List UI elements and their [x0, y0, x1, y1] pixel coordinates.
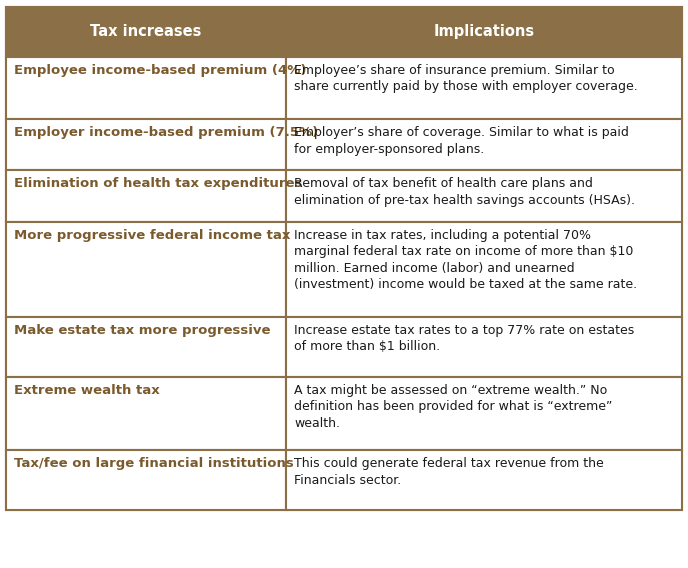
Polygon shape [6, 377, 286, 450]
Text: Employee income-based premium (4%): Employee income-based premium (4%) [14, 64, 306, 77]
Text: Employee’s share of insurance premium. Similar to
share currently paid by those : Employee’s share of insurance premium. S… [294, 64, 638, 93]
Polygon shape [6, 222, 286, 317]
Polygon shape [6, 119, 286, 170]
Polygon shape [6, 7, 682, 510]
Polygon shape [286, 317, 682, 377]
Polygon shape [286, 170, 682, 222]
Polygon shape [286, 119, 682, 170]
Text: Employer’s share of coverage. Similar to what is paid
for employer-sponsored pla: Employer’s share of coverage. Similar to… [294, 126, 630, 156]
Text: A tax might be assessed on “extreme wealth.” No
definition has been provided for: A tax might be assessed on “extreme weal… [294, 383, 613, 429]
Polygon shape [6, 317, 286, 377]
Polygon shape [6, 7, 286, 57]
Text: Tax/fee on large financial institutions: Tax/fee on large financial institutions [14, 457, 293, 470]
Text: This could generate federal tax revenue from the
Financials sector.: This could generate federal tax revenue … [294, 457, 604, 487]
Polygon shape [286, 57, 682, 119]
Text: Elimination of health tax expenditures: Elimination of health tax expenditures [14, 177, 302, 190]
Polygon shape [286, 377, 682, 450]
Polygon shape [286, 7, 682, 57]
Polygon shape [6, 170, 286, 222]
Text: Increase estate tax rates to a top 77% rate on estates
of more than $1 billion.: Increase estate tax rates to a top 77% r… [294, 324, 635, 353]
Text: Removal of tax benefit of health care plans and
elimination of pre-tax health sa: Removal of tax benefit of health care pl… [294, 177, 636, 207]
Polygon shape [286, 450, 682, 510]
Polygon shape [6, 450, 286, 510]
Polygon shape [6, 57, 286, 119]
Text: Make estate tax more progressive: Make estate tax more progressive [14, 324, 270, 337]
Text: Tax increases: Tax increases [90, 24, 202, 39]
Text: Implications: Implications [434, 24, 535, 39]
Text: Employer income-based premium (7.5%): Employer income-based premium (7.5%) [14, 126, 318, 139]
Text: Extreme wealth tax: Extreme wealth tax [14, 383, 159, 396]
Text: More progressive federal income tax: More progressive federal income tax [14, 228, 290, 241]
Text: Increase in tax rates, including a potential 70%
marginal federal tax rate on in: Increase in tax rates, including a poten… [294, 228, 638, 291]
Polygon shape [286, 222, 682, 317]
